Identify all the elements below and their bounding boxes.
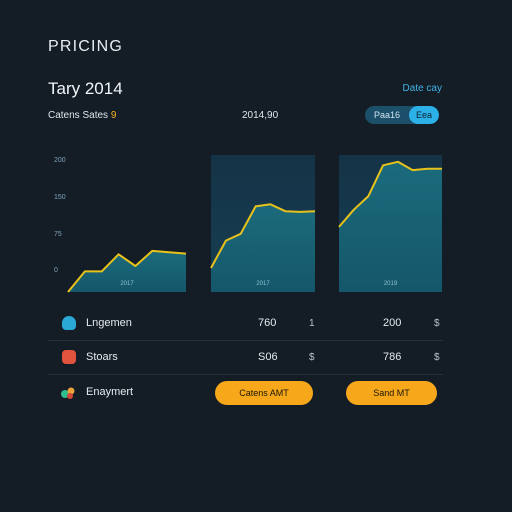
row-divider: [48, 374, 443, 375]
chart-area-fill: [211, 204, 315, 292]
left-action-button[interactable]: Catens AMT: [215, 381, 313, 405]
shield-icon: [62, 316, 76, 330]
chart-series-line: [210, 203, 316, 269]
y-tick-label: 0: [54, 267, 58, 274]
row-value: 200: [383, 317, 402, 329]
grid-icon: [62, 350, 76, 364]
sales-label: Catens Sates 9: [48, 110, 116, 121]
row-value: S06: [258, 351, 278, 363]
page-title: Tary 2014: [48, 79, 123, 98]
leaf-icon: [60, 386, 76, 400]
chart-panel-label: 2017: [120, 281, 134, 287]
row-label: Lngemen: [86, 317, 132, 329]
row-value: 786: [383, 351, 402, 363]
y-tick-label: 75: [54, 231, 62, 238]
row-label: Stoars: [86, 351, 118, 363]
period-toggle[interactable]: Paa16 Eea: [365, 106, 439, 124]
chart-area-fill: [339, 161, 442, 292]
y-tick-label: 200: [54, 157, 66, 164]
sales-label-accent: 9: [110, 110, 117, 121]
page-eyebrow: PRICING: [48, 38, 124, 55]
row-label: Enaymert: [86, 386, 134, 398]
right-action-button[interactable]: Sand MT: [346, 381, 437, 405]
toggle-option-b[interactable]: Eea: [409, 106, 439, 124]
sales-value: 2014,90: [242, 110, 279, 121]
row-symbol: $: [434, 352, 440, 363]
chart-series-line: [67, 249, 187, 293]
row-symbol: $: [434, 318, 440, 329]
chart-series-line: [338, 160, 442, 228]
chart-panel-label: 2019: [384, 281, 398, 287]
row-value: 760: [258, 317, 277, 329]
row-symbol: 1: [309, 318, 315, 329]
sales-label-text: Catens Sates: [48, 110, 109, 121]
row-symbol: $: [309, 352, 315, 363]
toggle-option-a[interactable]: Paa16: [373, 110, 401, 120]
row-divider: [48, 340, 443, 341]
y-tick-label: 150: [54, 194, 66, 201]
chart-area-fill: [68, 250, 186, 292]
date-link[interactable]: Date cay: [402, 83, 442, 94]
chart-panel-label: 2017: [256, 281, 270, 287]
